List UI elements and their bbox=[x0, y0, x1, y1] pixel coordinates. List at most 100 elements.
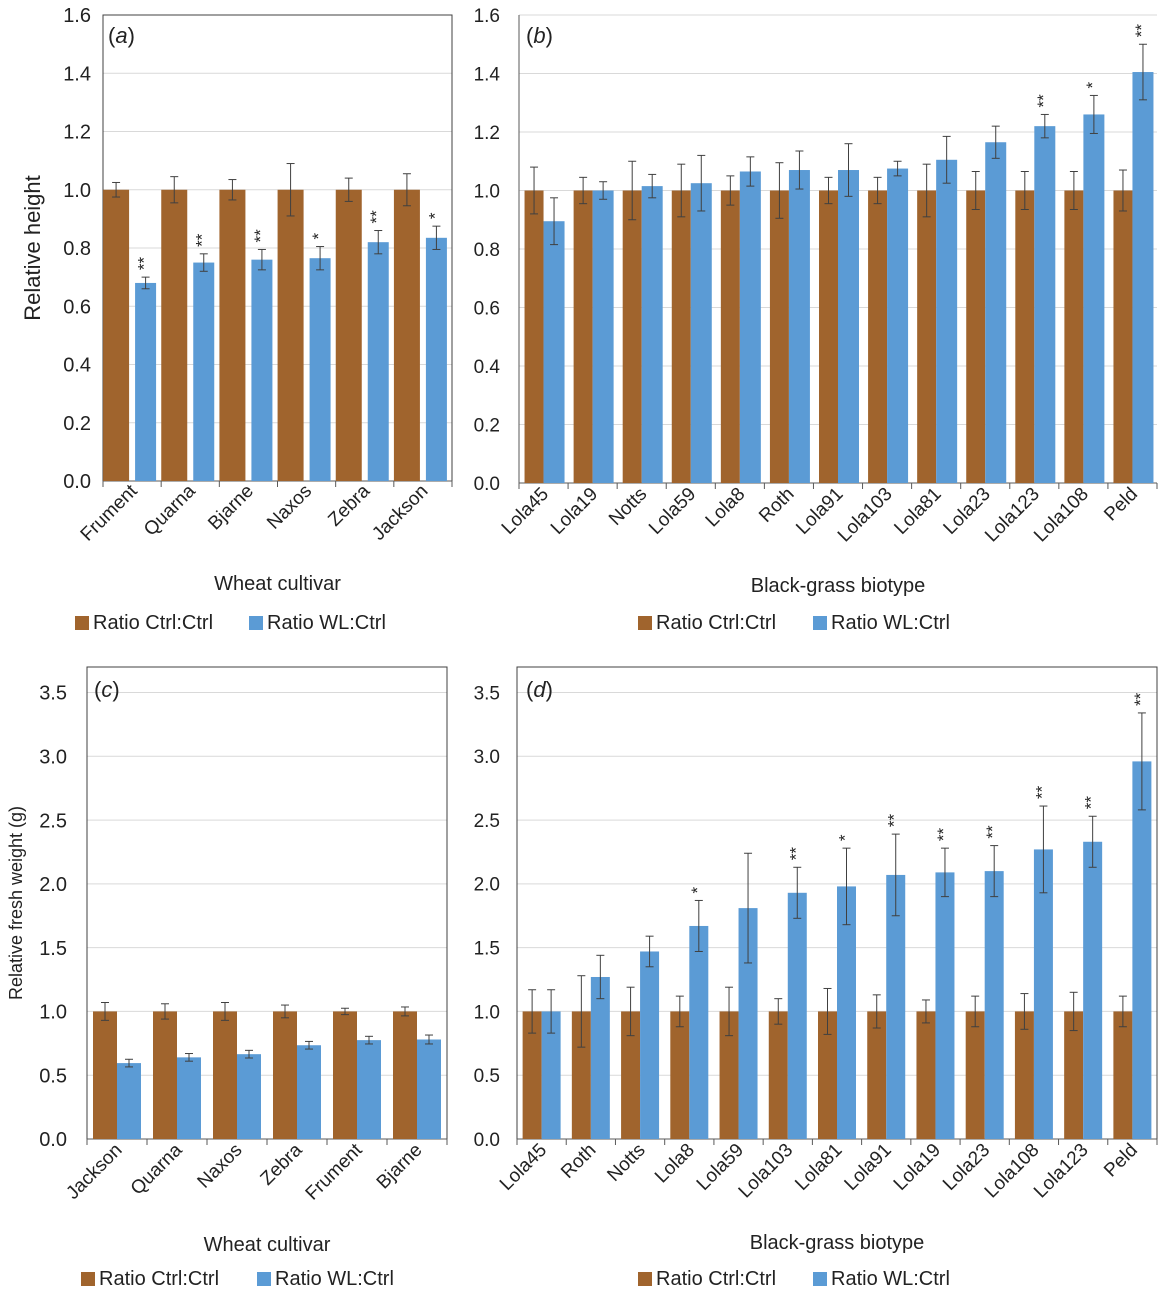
x-tick-label: Roth bbox=[557, 1140, 600, 1183]
bar-wl bbox=[837, 886, 856, 1139]
significance-mark: ** bbox=[1032, 785, 1051, 799]
bar-ctrl bbox=[393, 189, 420, 481]
error-bar-wl bbox=[425, 1034, 433, 1045]
y-tick-label: 0.8 bbox=[63, 238, 91, 260]
x-tick-label: Lola59 bbox=[645, 484, 700, 539]
bar-ctrl bbox=[103, 189, 130, 481]
legend-label: Ratio Ctrl:Ctrl bbox=[99, 1268, 219, 1290]
x-tick-label: Notts bbox=[603, 1140, 649, 1186]
bar-wl bbox=[787, 892, 807, 1139]
error-bar-ctrl bbox=[823, 987, 832, 1035]
error-bar-wl bbox=[694, 899, 703, 952]
x-tick-label: Frument bbox=[302, 1139, 367, 1204]
x-tick-label: Lola45 bbox=[498, 484, 553, 539]
error-bar-wl bbox=[891, 833, 900, 917]
y-tick-label: 2.5 bbox=[474, 811, 500, 832]
y-tick-label: 1.4 bbox=[63, 63, 91, 85]
legend-label: Ratio WL:Ctrl bbox=[831, 1268, 950, 1290]
bar-wl bbox=[788, 170, 810, 483]
bar-wl bbox=[1033, 849, 1053, 1139]
error-bar-wl bbox=[844, 143, 853, 197]
y-tick-label: 0.6 bbox=[474, 298, 500, 319]
legend: Ratio Ctrl:Ctrl Ratio WL:Ctrl bbox=[81, 1268, 394, 1290]
bar-wl bbox=[641, 186, 663, 484]
bar-ctrl bbox=[670, 1011, 690, 1139]
bar-ctrl bbox=[1064, 190, 1084, 483]
legend-swatch bbox=[81, 1272, 95, 1286]
x-tick-label: Lola91 bbox=[841, 1140, 896, 1195]
bar-ctrl bbox=[819, 190, 838, 483]
chart-panel-c: 0.0 0.5 1.0 1.5 2.0 2.5 3.0 3.5 Jackson Quarna Nax… bbox=[6, 666, 448, 1290]
error-bar-wl bbox=[793, 866, 802, 919]
y-tick-label: 1.0 bbox=[39, 1002, 67, 1024]
y-tick-label: 0.0 bbox=[474, 1130, 500, 1151]
bar-ctrl bbox=[335, 189, 362, 481]
chart-panel-a: 0.00.20.40.60.81.01.21.41.6**Frument**Qu… bbox=[20, 5, 453, 634]
x-tick-label: Lola19 bbox=[547, 484, 602, 539]
bar-wl bbox=[1083, 114, 1105, 483]
error-bar-ctrl bbox=[1069, 991, 1078, 1032]
significance-mark: * bbox=[688, 886, 707, 893]
y-tick-label: 1.0 bbox=[63, 180, 91, 202]
error-bar-ctrl bbox=[577, 975, 586, 1048]
error-bar-wl bbox=[365, 1035, 373, 1045]
bar-ctrl bbox=[1064, 1011, 1084, 1139]
bar-ctrl bbox=[621, 1011, 641, 1139]
bar-ctrl bbox=[720, 190, 740, 483]
significance-mark: ** bbox=[934, 828, 953, 842]
x-tick-label: Notts bbox=[605, 484, 651, 530]
error-bar-ctrl bbox=[628, 160, 637, 221]
y-tick-label: 0.5 bbox=[39, 1065, 67, 1087]
legend-label: Ratio Ctrl:Ctrl bbox=[656, 1268, 776, 1290]
error-bar-ctrl bbox=[774, 998, 783, 1025]
bar-wl bbox=[592, 190, 614, 483]
bar-wl bbox=[177, 1057, 201, 1139]
x-tick-label: Peld bbox=[1100, 1140, 1142, 1182]
bar-ctrl bbox=[768, 1011, 788, 1139]
y-tick-label: 0.2 bbox=[63, 413, 91, 435]
y-tick-label: 1.0 bbox=[474, 181, 500, 202]
error-bar-ctrl bbox=[579, 176, 588, 205]
error-bar-ctrl bbox=[1118, 169, 1127, 212]
bar-wl bbox=[590, 976, 610, 1139]
bar-wl bbox=[251, 259, 273, 481]
legend-label: Ratio WL:Ctrl bbox=[275, 1268, 394, 1290]
bar-wl bbox=[297, 1045, 321, 1139]
x-tick-label: Lola103 bbox=[735, 1140, 798, 1203]
error-bar-wl bbox=[305, 1040, 313, 1050]
y-tick-label: 1.2 bbox=[474, 123, 500, 144]
legend-swatch bbox=[813, 1272, 827, 1286]
bar-ctrl bbox=[153, 1011, 177, 1139]
y-tick-label: 1.6 bbox=[474, 6, 500, 27]
error-bar-ctrl bbox=[281, 1004, 289, 1019]
legend-swatch bbox=[257, 1272, 271, 1286]
bar-wl bbox=[738, 908, 758, 1139]
significance-mark: ** bbox=[1132, 24, 1151, 38]
bar-wl bbox=[1132, 761, 1152, 1139]
x-tick-label: Lola8 bbox=[702, 484, 750, 532]
bar-wl bbox=[838, 170, 859, 483]
bar-wl bbox=[985, 142, 1007, 484]
y-tick-label: 0.2 bbox=[474, 415, 500, 436]
significance-mark: ** bbox=[885, 813, 904, 827]
legend-label: Ratio WL:Ctrl bbox=[831, 612, 950, 634]
error-bar-wl bbox=[599, 181, 608, 200]
panel-label: (b) bbox=[526, 23, 553, 48]
x-tick-label: Quarna bbox=[127, 1139, 187, 1199]
legend-swatch bbox=[75, 616, 89, 630]
error-bar-ctrl bbox=[221, 1002, 229, 1021]
bar-wl bbox=[425, 237, 447, 481]
x-tick-label: Zebra bbox=[324, 480, 374, 530]
error-bar-ctrl bbox=[921, 999, 930, 1024]
x-tick-label: Lola81 bbox=[890, 484, 945, 539]
error-bar-wl bbox=[547, 989, 556, 1034]
error-bar-ctrl bbox=[675, 995, 684, 1028]
error-bar-wl bbox=[795, 150, 804, 190]
x-axis-label: Wheat cultivar bbox=[204, 1234, 331, 1256]
significance-mark: ** bbox=[786, 847, 805, 861]
bar-ctrl bbox=[966, 190, 986, 483]
bar-wl bbox=[357, 1040, 381, 1139]
error-bar-ctrl bbox=[1020, 993, 1029, 1030]
x-tick-label: Peld bbox=[1100, 484, 1142, 526]
